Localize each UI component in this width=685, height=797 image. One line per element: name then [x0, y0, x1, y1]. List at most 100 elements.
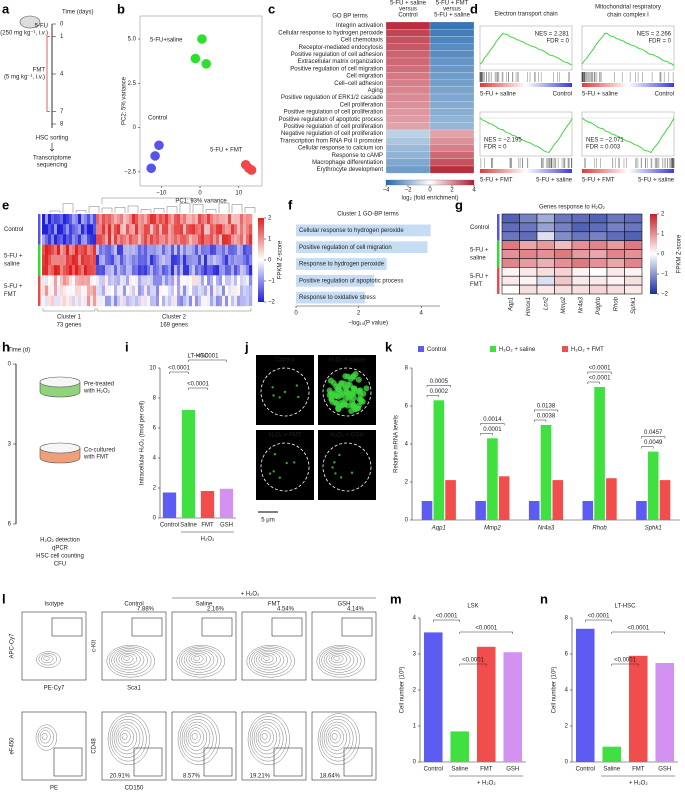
image-label: Control	[275, 358, 294, 364]
heat-cell	[429, 50, 475, 59]
p-value: 0.0049	[644, 440, 663, 446]
heat-cell	[120, 265, 124, 276]
heat-cell	[72, 214, 76, 225]
cluster-label: 169 genes	[160, 323, 188, 329]
heat-cell	[571, 267, 590, 277]
heat-cell	[69, 254, 73, 266]
term-label: Response to cAMP	[332, 153, 383, 159]
fluorescence	[271, 386, 274, 389]
nes-label: NES = −2.071	[586, 138, 624, 144]
heat-cell	[147, 275, 151, 286]
contour	[113, 649, 145, 671]
heat-cell	[195, 275, 199, 286]
heat-cell	[216, 285, 220, 296]
panel-letter: a	[2, 1, 10, 16]
contour	[263, 656, 270, 661]
p-value: 0.0014	[483, 417, 502, 423]
heat-cell	[57, 224, 61, 235]
gene-label: Hmox1	[526, 297, 532, 316]
fluorescence	[273, 453, 277, 456]
term-label: Negative regulation of cell proliferatio…	[281, 131, 383, 137]
heat-cell	[123, 234, 127, 245]
heat-cell	[159, 285, 163, 296]
heat-cell	[204, 285, 208, 296]
heat-cell	[429, 101, 475, 109]
image-label: H₂O₂ + FMT	[269, 433, 302, 439]
heat-cell	[201, 214, 205, 225]
heat-cell	[135, 244, 139, 256]
contour	[111, 719, 144, 758]
heat-cell	[90, 275, 94, 286]
heat-cell	[501, 222, 520, 233]
heat-cell	[210, 295, 214, 307]
bar	[503, 652, 523, 762]
gene-label: Lcn2	[543, 296, 549, 310]
heat-cell	[129, 234, 133, 245]
heat-cell	[150, 234, 154, 245]
image-label: H₂O₂ + saline	[329, 358, 366, 364]
heat-cell	[177, 285, 181, 296]
x-axis-label: PC1: 93% variance	[175, 199, 227, 205]
heat-cell	[536, 213, 555, 224]
heat-cell	[75, 224, 79, 235]
heat-cell	[45, 224, 49, 235]
heat-cell	[132, 214, 136, 225]
heat-cell	[429, 21, 475, 30]
heat-cell	[554, 213, 573, 224]
heat-cell	[234, 214, 238, 225]
heat-cell	[186, 295, 190, 307]
heat-cell	[93, 254, 97, 266]
column-header: 5-FU + saline	[434, 13, 471, 19]
heat-cell	[385, 144, 431, 152]
heat-cell	[141, 295, 145, 307]
heat-cell	[234, 234, 238, 245]
x-tick-label: Control	[160, 523, 179, 529]
heat-cell	[144, 275, 148, 286]
heat-cell	[174, 244, 178, 256]
panel-letter: c	[268, 1, 275, 16]
flow-plot	[171, 611, 237, 681]
group-label: 5-FU + saline	[480, 92, 517, 98]
contour	[41, 733, 48, 740]
heat-cell	[240, 285, 244, 296]
heat-cell	[42, 265, 46, 276]
heat-cell	[45, 295, 49, 307]
heat-cell	[153, 265, 157, 276]
heat-cell	[186, 244, 190, 256]
micrograph	[318, 430, 376, 500]
significance-bracket	[585, 619, 612, 622]
step-label: Transcriptome	[33, 156, 72, 162]
p-value: 0.0038	[537, 414, 556, 420]
dendrogram-branch	[205, 209, 217, 213]
heat-cell	[222, 244, 226, 256]
day-label: 4	[60, 72, 64, 78]
heat-cell	[554, 249, 573, 259]
heat-cell	[87, 224, 91, 235]
heat-cell	[51, 265, 55, 276]
heat-cell	[114, 265, 118, 276]
fdr-label: FDR = 0	[648, 39, 671, 45]
heat-cell	[171, 285, 175, 296]
heat-cell	[93, 224, 97, 235]
y-tick-label: −2.5	[124, 169, 137, 175]
term-label: Cell chemotaxis	[341, 38, 383, 44]
heat-cell	[150, 275, 154, 286]
heat-cell	[153, 275, 157, 286]
heat-cell	[150, 214, 154, 225]
heat-cell	[213, 295, 217, 307]
heat-cell	[69, 275, 73, 286]
fluorescence	[338, 453, 341, 457]
bar	[487, 438, 498, 520]
step-label: sequencing	[37, 163, 68, 169]
scale-tick-label: −1	[268, 279, 276, 285]
gate-percent: 4.14%	[347, 607, 365, 613]
scale-tick-label: 2	[661, 212, 665, 218]
heat-cell	[536, 240, 555, 250]
p-value: <0.0001	[187, 382, 210, 388]
heat-cell	[385, 122, 431, 131]
heat-cell	[228, 244, 232, 256]
heat-cell	[234, 265, 238, 276]
y-tick-label: 8	[405, 366, 409, 372]
micrograph	[256, 430, 314, 500]
heat-cell	[198, 295, 202, 307]
